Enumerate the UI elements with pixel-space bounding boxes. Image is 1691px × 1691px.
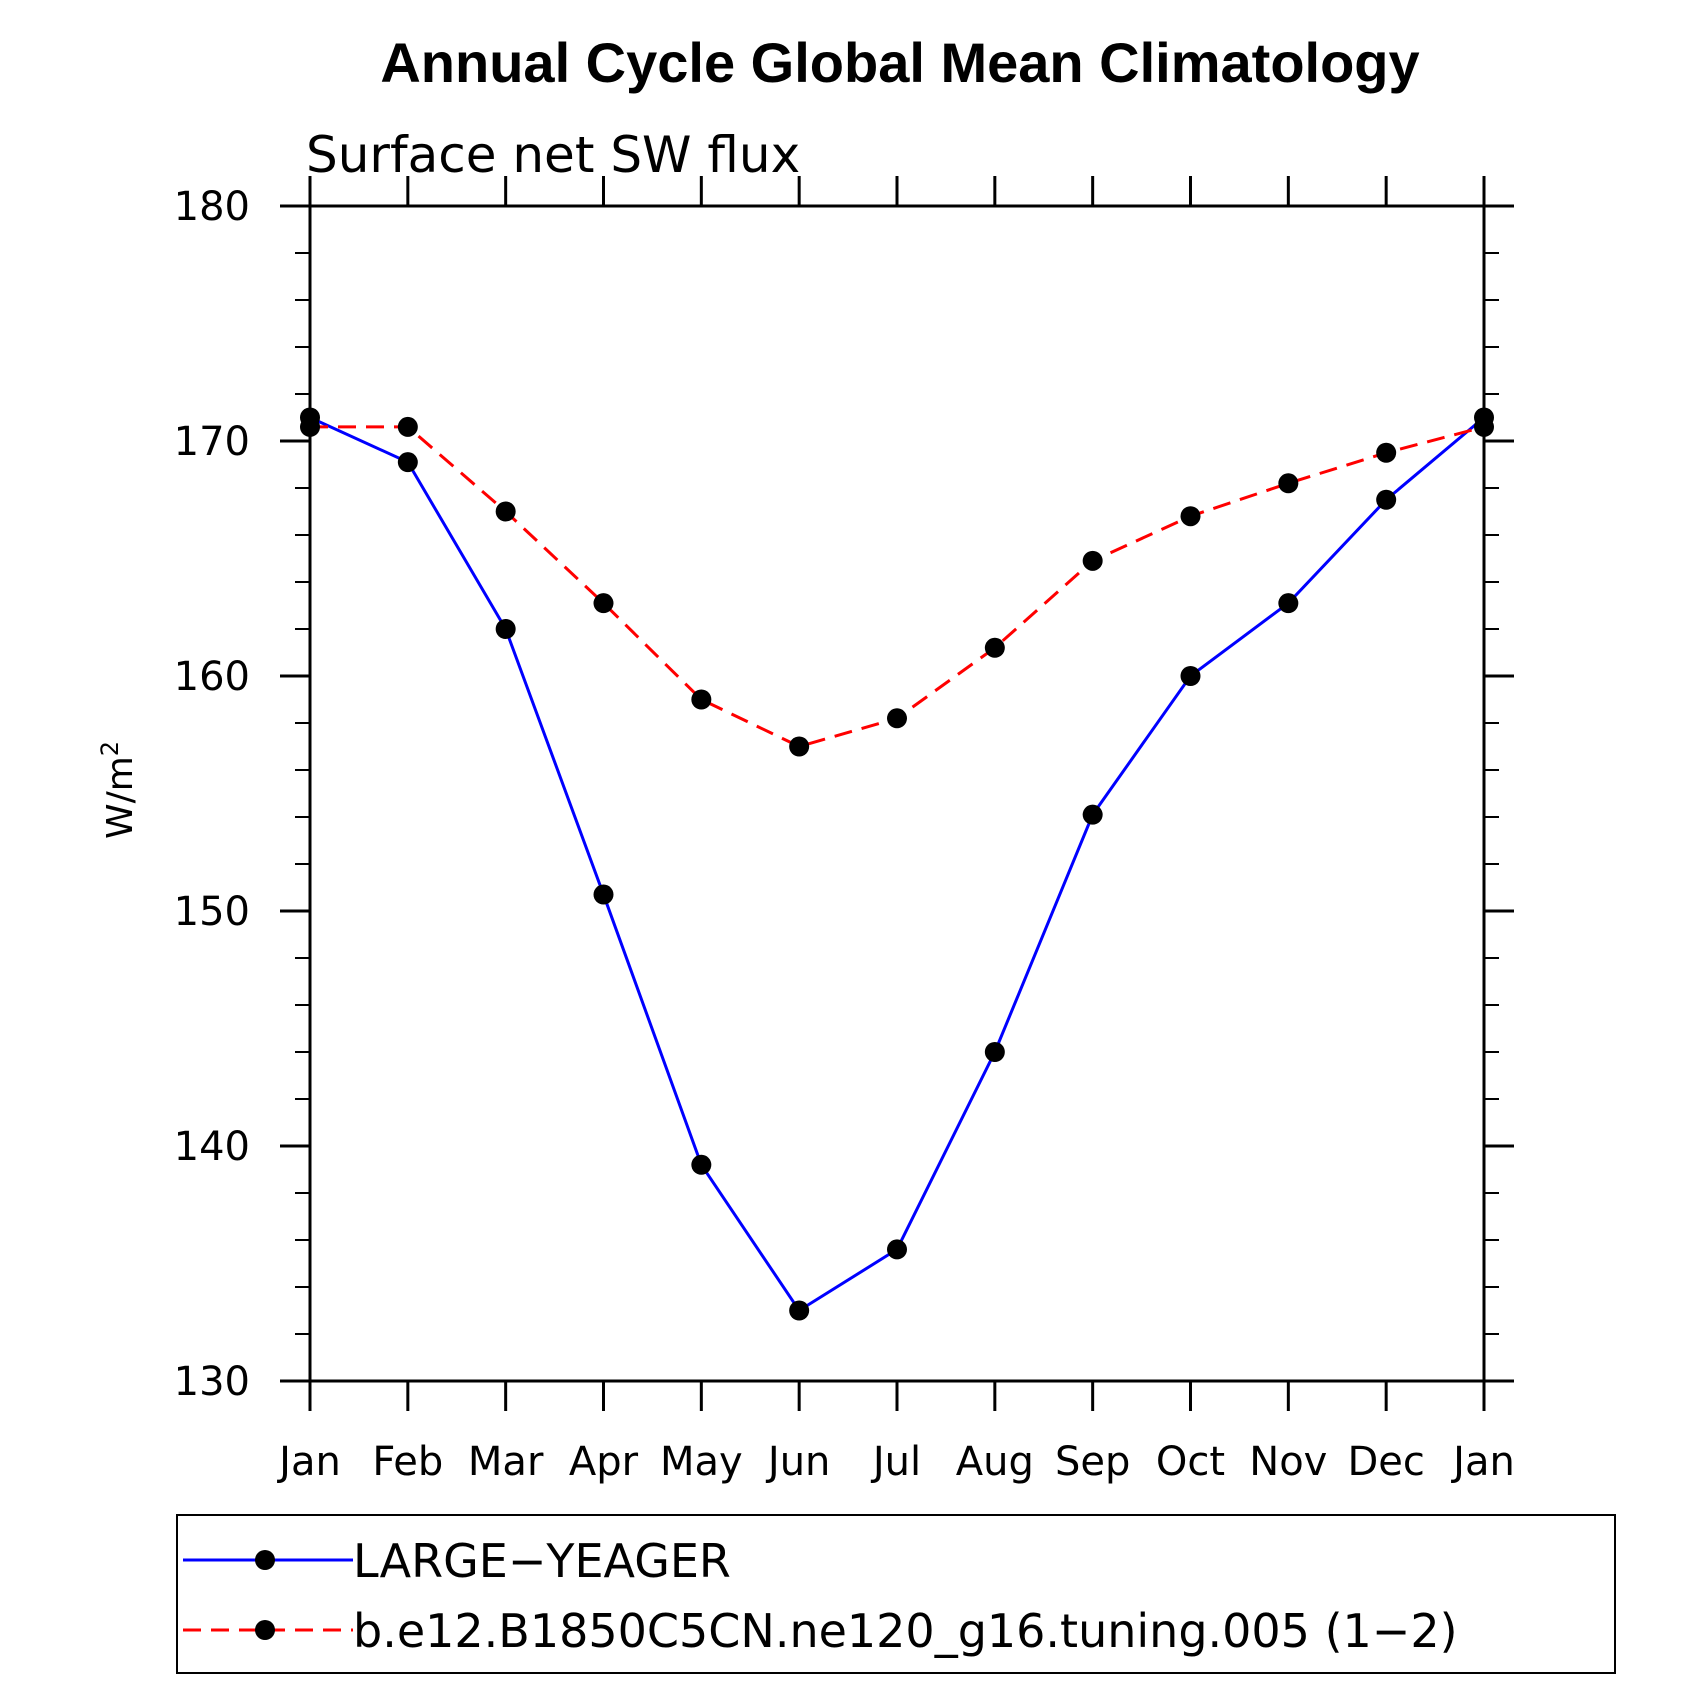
legend-marker-tuning: [255, 1620, 275, 1640]
data-point-series-0: [887, 1239, 907, 1260]
x-tick-label: Mar: [468, 1439, 544, 1485]
x-tick-label: Aug: [956, 1439, 1034, 1485]
data-point-series-1: [691, 689, 712, 710]
x-tick-label: Sep: [1055, 1439, 1130, 1485]
axis-ticks: [280, 176, 1514, 1411]
chart-title: Annual Cycle Global Mean Climatology: [380, 31, 1419, 94]
x-tick-label: Feb: [372, 1439, 443, 1485]
data-point-series-0: [495, 619, 516, 639]
series-line-1: [310, 425, 1485, 749]
series-markers: [300, 407, 1494, 1321]
data-point-series-1: [300, 416, 320, 437]
data-point-series-0: [984, 1042, 1005, 1062]
data-point-series-1: [1376, 442, 1397, 463]
y-axis-label-superscript: 2: [96, 741, 124, 756]
y-tick-label: 140: [174, 1124, 250, 1170]
x-tick-label: Dec: [1347, 1439, 1424, 1485]
x-tick-label: Jun: [765, 1439, 831, 1485]
x-tick-label: Apr: [569, 1439, 639, 1485]
data-point-series-1: [495, 501, 516, 522]
data-point-series-0: [691, 1154, 712, 1175]
x-tick-label: Jan: [1450, 1439, 1515, 1485]
data-point-series-0: [1180, 666, 1201, 686]
y-tick-label: 180: [174, 184, 250, 230]
data-point-series-1: [1474, 416, 1494, 437]
data-point-series-0: [789, 1300, 810, 1321]
data-point-series-0: [1376, 489, 1397, 510]
data-point-series-1: [1082, 550, 1103, 571]
x-tick-label: Oct: [1156, 1439, 1225, 1485]
legend-label-large-yeager: LARGE−YEAGER: [353, 1534, 731, 1588]
data-point-series-1: [593, 593, 614, 614]
y-tick-label: 130: [174, 1359, 250, 1405]
y-tick-label: 160: [174, 654, 250, 700]
data-point-series-1: [789, 736, 810, 757]
data-point-series-1: [397, 416, 418, 437]
series-lines: [309, 416, 1485, 1313]
data-point-series-1: [1278, 473, 1299, 494]
data-point-series-1: [1180, 506, 1201, 527]
x-tick-label: May: [660, 1439, 743, 1485]
y-tick-labels: 130 140 150 160 170 180: [174, 184, 250, 1405]
legend-marker-large-yeager: [255, 1550, 275, 1570]
data-point-series-1: [887, 708, 907, 729]
legend: LARGE−YEAGER b.e12.B1850C5CN.ne120_g16.t…: [176, 1514, 1616, 1674]
x-tick-label: Nov: [1249, 1439, 1327, 1485]
data-point-series-0: [593, 884, 614, 905]
legend-box: [176, 1514, 1616, 1674]
x-tick-label: Jan: [276, 1439, 341, 1485]
data-point-series-1: [984, 637, 1005, 658]
chart-subtitle: Surface net SW flux: [306, 126, 800, 184]
plot-frame: [308, 204, 1486, 1383]
x-tick-label: Jul: [870, 1439, 921, 1485]
y-tick-label: 170: [174, 419, 250, 465]
data-point-series-0: [1082, 804, 1103, 825]
y-axis-label-text: W/m: [100, 756, 141, 839]
x-tick-labels: Jan Feb Mar Apr May Jun Jul Aug Sep Oct Nov Dec Jan: [276, 1439, 1515, 1485]
legend-label-tuning: b.e12.B1850C5CN.ne120_g16.tuning.005 (1−…: [353, 1604, 1458, 1658]
y-tick-label: 150: [174, 889, 250, 935]
series-line-0: [309, 416, 1485, 1313]
y-axis-label: W/m2: [96, 741, 141, 839]
data-point-series-0: [1278, 593, 1299, 614]
data-point-series-0: [397, 452, 418, 473]
